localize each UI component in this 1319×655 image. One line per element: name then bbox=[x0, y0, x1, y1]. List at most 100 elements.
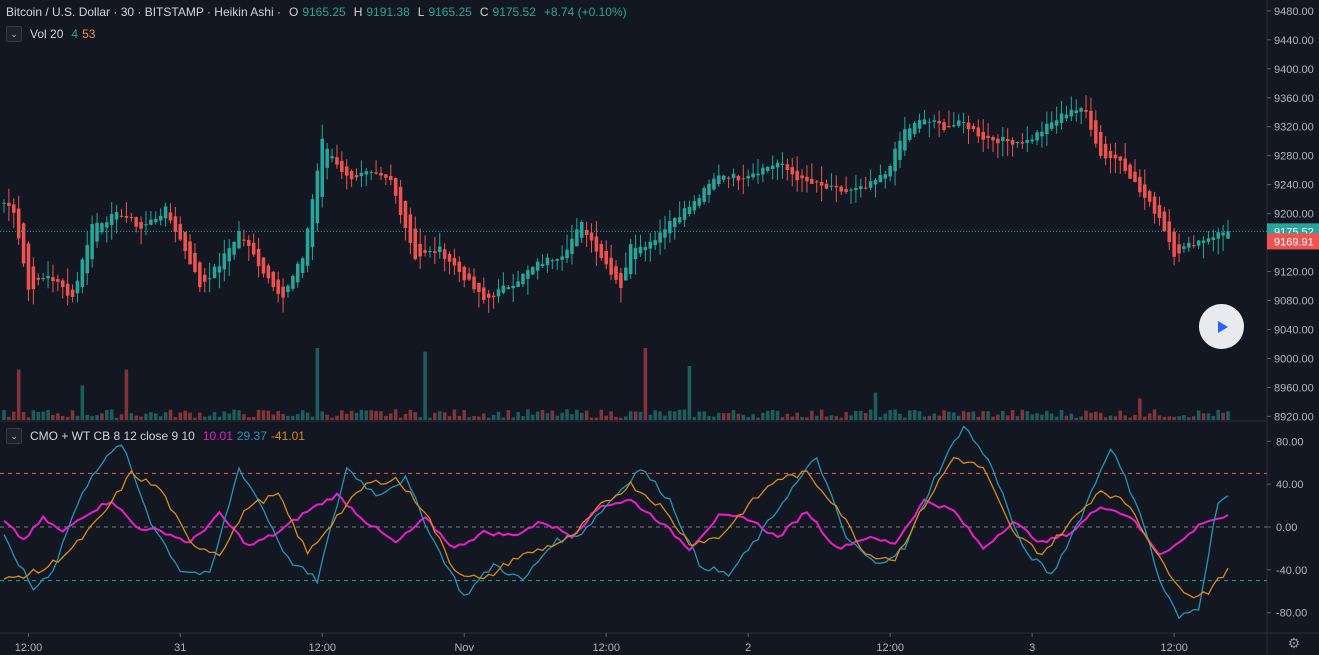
candle-body bbox=[291, 275, 295, 289]
indicator-series-cmo bbox=[3, 492, 1229, 556]
candle-body bbox=[819, 181, 824, 186]
candle-body bbox=[1005, 139, 1010, 142]
candle-body bbox=[51, 277, 55, 282]
candle-body bbox=[746, 176, 750, 179]
volume-bar bbox=[712, 416, 716, 420]
volume-bar bbox=[31, 410, 36, 420]
volume-bar bbox=[526, 409, 530, 420]
candle-body bbox=[1035, 132, 1039, 141]
volume-legend[interactable]: ⌄ Vol 20 4 53 bbox=[6, 26, 95, 42]
candle-body bbox=[315, 170, 320, 224]
candle-body bbox=[604, 250, 608, 265]
chevron-down-icon[interactable]: ⌄ bbox=[6, 428, 22, 444]
volume-bar bbox=[227, 413, 231, 420]
volume-bar bbox=[183, 410, 187, 420]
volume-bar bbox=[173, 417, 178, 420]
volume-bar bbox=[824, 416, 829, 420]
volume-bar bbox=[849, 415, 853, 420]
volume-bar bbox=[854, 410, 858, 420]
candle-body bbox=[579, 221, 584, 238]
volume-bar bbox=[692, 417, 697, 420]
candle-body bbox=[839, 186, 843, 192]
candle-body bbox=[134, 217, 138, 227]
volume-bar bbox=[971, 411, 976, 420]
volume-bar bbox=[1138, 398, 1142, 420]
open-label: O bbox=[288, 5, 299, 19]
candle-body bbox=[731, 173, 736, 179]
volume-bar bbox=[154, 413, 158, 420]
volume-bar bbox=[579, 412, 584, 420]
candle-body bbox=[717, 175, 721, 184]
candle-body bbox=[810, 179, 814, 184]
candle-body bbox=[947, 126, 951, 128]
candle-body bbox=[648, 241, 653, 249]
volume-bar bbox=[212, 411, 217, 420]
candle-body bbox=[384, 174, 388, 178]
candle-body bbox=[477, 282, 481, 293]
volume-bar bbox=[1089, 412, 1093, 420]
candle-body bbox=[100, 223, 104, 233]
change-value: +8.74 (+0.10%) bbox=[543, 5, 627, 19]
volume-bar bbox=[261, 410, 266, 420]
time-tick-label: Nov bbox=[454, 642, 474, 654]
candle-body bbox=[1216, 232, 1220, 239]
candle-body bbox=[540, 264, 545, 267]
volume-bar bbox=[721, 413, 726, 420]
volume-bar bbox=[12, 411, 16, 420]
volume-bar bbox=[942, 410, 946, 420]
candle-body bbox=[761, 167, 765, 175]
volume-bar bbox=[668, 410, 672, 420]
volume-bar bbox=[766, 410, 770, 420]
volume-bar bbox=[1172, 416, 1176, 420]
volume-bar bbox=[149, 412, 153, 420]
volume-bar bbox=[21, 412, 26, 420]
indicator-lines bbox=[0, 425, 1267, 620]
close-value: 9175.52 bbox=[492, 5, 536, 19]
candle-body bbox=[389, 176, 393, 181]
candle-body bbox=[829, 185, 834, 187]
gear-icon[interactable]: ⚙ bbox=[1287, 635, 1301, 651]
volume-bar bbox=[1084, 410, 1088, 420]
candle-body bbox=[506, 287, 511, 290]
candle-body bbox=[271, 271, 276, 288]
volume-bar bbox=[408, 409, 413, 420]
candle-body bbox=[276, 279, 280, 294]
candle-body bbox=[795, 170, 799, 181]
volume-bar bbox=[134, 415, 138, 420]
candle-body bbox=[986, 135, 990, 139]
volume-bar bbox=[305, 412, 310, 420]
candle-body bbox=[692, 201, 697, 211]
volume-bar bbox=[898, 413, 902, 420]
volume-bar bbox=[976, 416, 981, 420]
chevron-down-icon[interactable]: ⌄ bbox=[6, 26, 22, 42]
candle-body bbox=[1182, 246, 1186, 249]
candle-body bbox=[952, 125, 956, 127]
candle-body bbox=[702, 188, 706, 202]
candle-body bbox=[237, 230, 241, 249]
open-value: 9165.25 bbox=[302, 5, 346, 19]
candle-body bbox=[486, 293, 491, 298]
candle-body bbox=[320, 138, 325, 197]
volume-bar bbox=[398, 417, 403, 420]
candle-body bbox=[310, 199, 315, 248]
volume-bar bbox=[687, 366, 692, 420]
candle-body bbox=[163, 206, 168, 219]
volume-bar bbox=[389, 413, 393, 420]
volume-bar bbox=[1221, 412, 1225, 420]
candle-body bbox=[775, 162, 780, 168]
candle-body bbox=[1196, 240, 1201, 246]
volume-bar bbox=[912, 409, 917, 420]
play-button[interactable] bbox=[1199, 304, 1244, 349]
volume-bar bbox=[247, 417, 251, 420]
volume-bar bbox=[1108, 415, 1113, 420]
indicator-legend[interactable]: ⌄ CMO + WT CB 8 12 close 9 10 10.01 29.3… bbox=[6, 428, 305, 444]
candle-body bbox=[325, 148, 329, 168]
volume-bar bbox=[736, 413, 741, 420]
symbol-title: Bitcoin / U.S. Dollar · 30 · BITSTAMP · … bbox=[6, 5, 281, 19]
time-tick-label: 12:00 bbox=[592, 642, 620, 654]
volume-bar bbox=[560, 412, 564, 420]
price-tick-label: 9360.00 bbox=[1274, 93, 1314, 105]
volume-bar bbox=[1133, 414, 1137, 420]
candle-body bbox=[437, 246, 442, 253]
